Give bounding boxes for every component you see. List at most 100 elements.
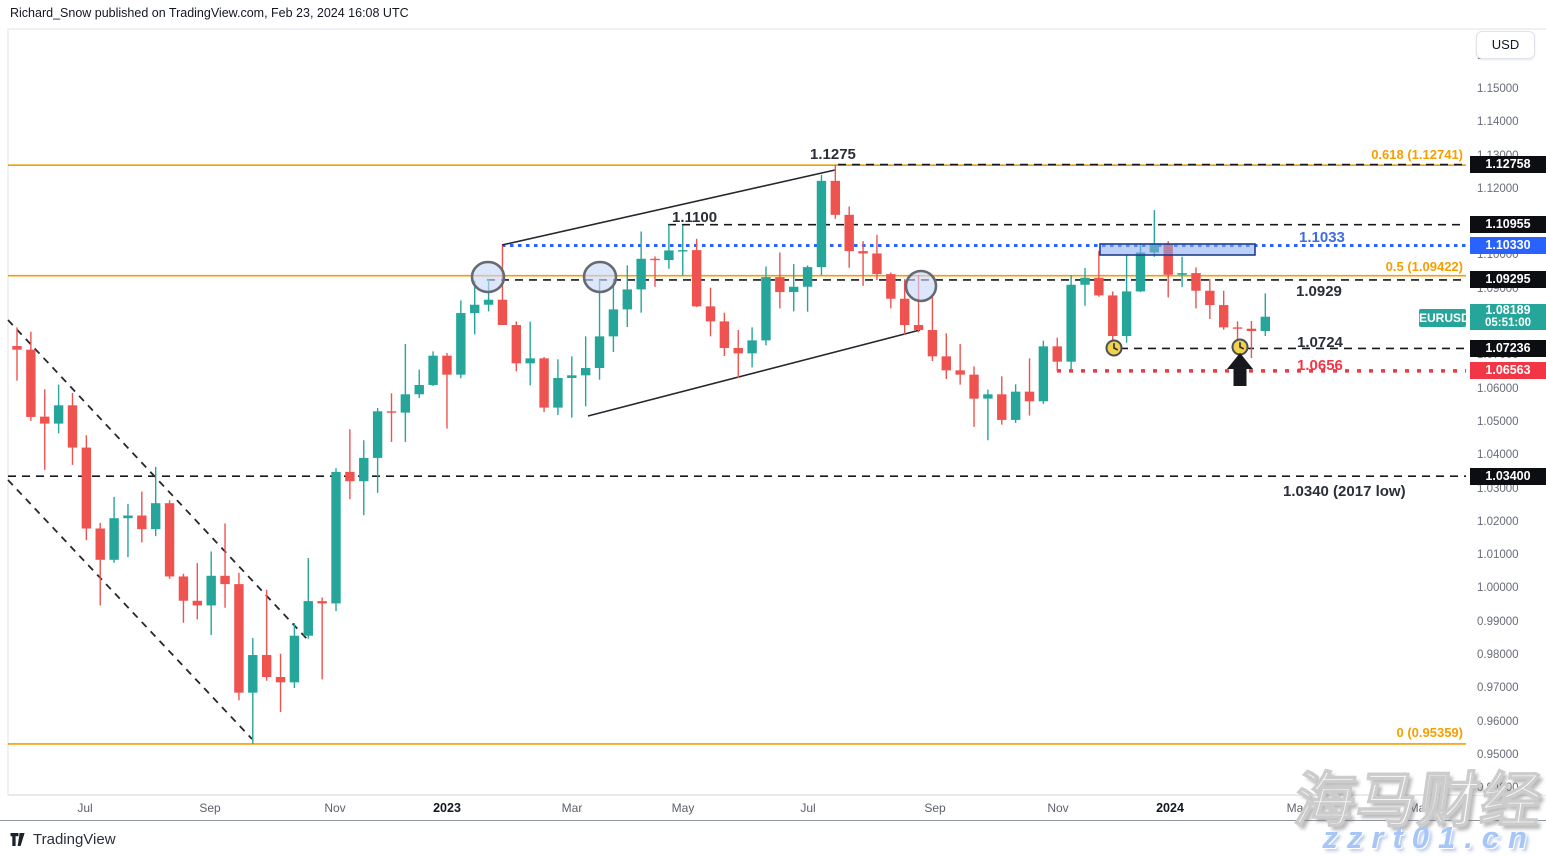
candle-body[interactable] [580,367,591,376]
candle-body[interactable] [830,180,841,215]
candle-body[interactable] [899,298,910,326]
candle-body[interactable] [691,250,702,307]
candle-body[interactable] [192,600,203,606]
candle-body[interactable] [844,214,854,252]
candle-body[interactable] [553,377,563,408]
candle-body[interactable] [719,321,730,349]
candle-body[interactable] [483,299,494,305]
candle-body[interactable] [261,655,272,678]
highlight-rectangle[interactable] [1099,243,1256,256]
candle-body[interactable] [372,411,383,458]
highlight-circle[interactable] [582,260,618,294]
candle-body[interactable] [608,309,619,337]
candle-body[interactable] [289,635,300,683]
candle-body[interactable] [137,515,147,530]
candle-body[interactable] [886,274,896,299]
candle-body[interactable] [1052,346,1062,362]
candle-body[interactable] [206,575,216,606]
candle-body[interactable] [1066,284,1076,362]
candle-body[interactable] [1010,391,1021,420]
candle-body[interactable] [442,355,452,375]
candle-body[interactable] [775,277,785,293]
candle-body[interactable] [275,677,286,683]
candle-body[interactable] [927,330,938,357]
price-tick-1.00000: 1.00000 [1477,582,1519,595]
candle-body[interactable] [539,358,549,408]
tradingview-logo[interactable]: TradingView [10,831,116,848]
candle-body[interactable] [428,355,438,385]
candle-body[interactable] [1038,346,1049,402]
candle-body[interactable] [816,180,827,268]
candle-body[interactable] [164,503,175,577]
candle-body[interactable] [1135,252,1146,292]
candle-body[interactable] [40,416,50,424]
candle-body[interactable] [1260,316,1270,332]
candle-body[interactable] [1094,277,1104,296]
candle-body[interactable] [1191,273,1201,291]
candle-body[interactable] [1246,328,1257,332]
candle-body[interactable] [872,253,882,275]
candle-body[interactable] [1218,305,1229,328]
candle-body[interactable] [594,336,605,368]
candle-body[interactable] [1205,290,1215,306]
candle-body[interactable] [234,584,244,693]
candle-body[interactable] [178,576,189,601]
candle-body[interactable] [1080,277,1090,285]
candle-body[interactable] [12,346,22,350]
candle-body[interactable] [636,258,646,290]
candle-body[interactable] [664,250,674,261]
highlight-circle[interactable] [470,260,506,294]
candle-body[interactable] [733,348,743,354]
candle-body[interactable] [678,250,688,252]
candle-body[interactable] [913,325,924,331]
candle-body[interactable] [1163,243,1173,275]
candle-body[interactable] [705,306,716,322]
candle-body[interactable] [622,289,632,310]
candle-body[interactable] [414,384,424,395]
candle-body[interactable] [650,258,660,261]
candle-body[interactable] [1024,391,1035,402]
candle-body[interactable] [955,370,965,375]
candle-body[interactable] [303,601,313,636]
candle-body[interactable] [26,349,36,417]
candle-body[interactable] [470,304,480,314]
candle-body[interactable] [81,447,92,529]
currency-toggle-button[interactable]: USD [1476,31,1535,59]
candle-body[interactable] [997,394,1007,420]
candle-body[interactable] [67,405,78,448]
candle-body[interactable] [969,374,979,399]
candle-body[interactable] [345,471,355,482]
candle-body[interactable] [1177,273,1187,275]
candle-body[interactable] [941,356,951,371]
candle-body[interactable] [802,267,813,287]
highlight-circle[interactable] [904,269,938,303]
candle-body[interactable] [511,325,522,364]
candle-body[interactable] [248,655,258,693]
candle-body[interactable] [331,471,341,604]
candle-body[interactable] [1232,327,1243,329]
up-arrow-marker[interactable] [1227,353,1253,386]
candle-body[interactable] [109,518,119,560]
candle-body[interactable] [497,299,508,326]
candle-body[interactable] [567,375,577,378]
candle-body[interactable] [456,313,466,375]
candle-body[interactable] [1121,291,1132,337]
candle-body[interactable] [789,286,799,293]
candle-body[interactable] [359,457,369,482]
candle-body[interactable] [151,503,161,530]
candle-body[interactable] [747,340,757,354]
candle-body[interactable] [220,575,230,585]
candle-body[interactable] [317,601,327,604]
candle-body[interactable] [95,528,105,560]
candle-body[interactable] [123,515,133,519]
candle-body[interactable] [1108,295,1118,337]
candle-body[interactable] [400,394,411,413]
candle-body[interactable] [761,277,771,341]
candle-body[interactable] [53,405,64,424]
candle-body[interactable] [386,411,397,413]
candle-body[interactable] [983,394,993,399]
candle-body[interactable] [858,251,868,254]
candle-body[interactable] [525,358,535,364]
price-axis[interactable] [1471,30,1546,795]
